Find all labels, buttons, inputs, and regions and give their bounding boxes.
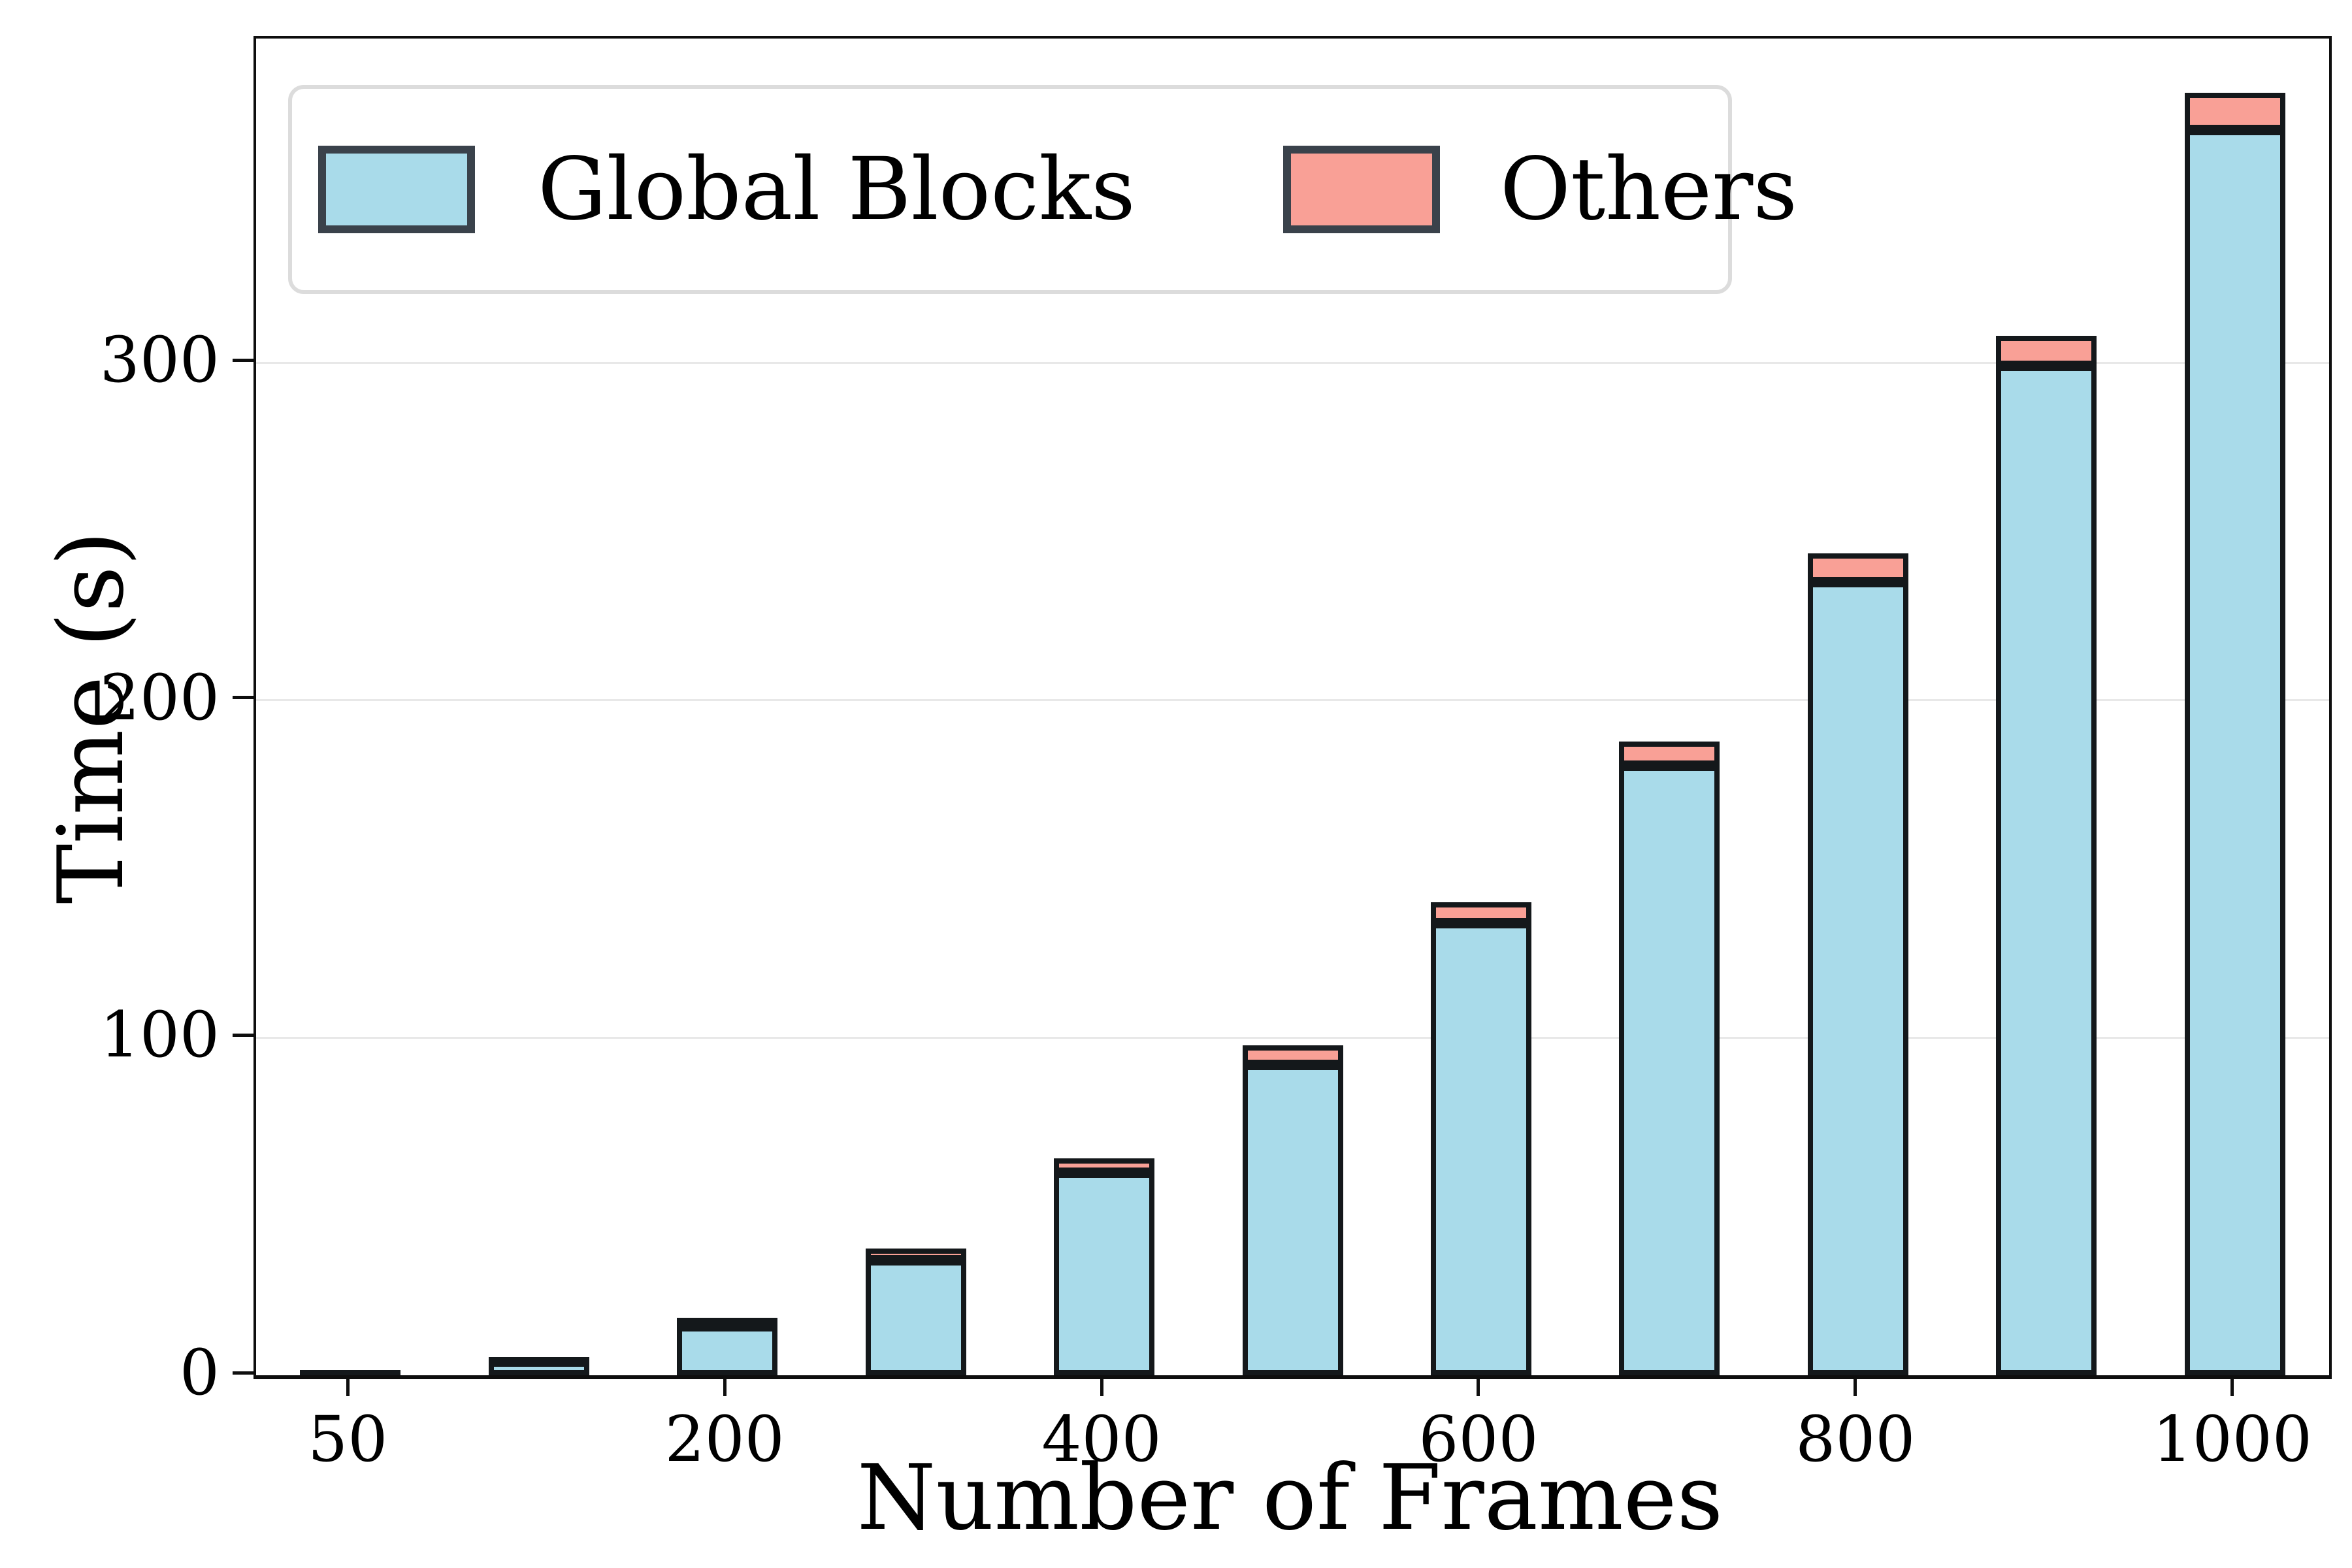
x-tick-label: 800 xyxy=(1795,1403,1916,1476)
x-tick-label: 600 xyxy=(1418,1403,1539,1476)
legend-swatch-global-blocks xyxy=(318,146,475,233)
x-tick-label: 200 xyxy=(664,1403,785,1476)
bar-segment-global-blocks xyxy=(1242,1064,1343,1375)
x-tick-mark xyxy=(2230,1377,2234,1396)
bar-segment-others xyxy=(1242,1045,1343,1065)
x-tick-label: 50 xyxy=(308,1403,388,1476)
bar-segment-global-blocks xyxy=(1430,923,1531,1375)
legend-swatch-others xyxy=(1282,146,1440,233)
legend-label-others: Others xyxy=(1499,139,1798,240)
x-tick-mark xyxy=(1100,1377,1103,1396)
bar-segment-others xyxy=(1054,1158,1155,1173)
bar-segment-others xyxy=(1619,742,1720,766)
y-tick-label: 200 xyxy=(99,661,220,734)
bar-segment-others xyxy=(1807,553,1908,582)
y-tick-mark xyxy=(233,1033,253,1037)
legend-label-global-blocks: Global Blocks xyxy=(538,139,1135,240)
bar-segment-global-blocks xyxy=(488,1362,589,1375)
bar-segment-others xyxy=(2184,92,2285,130)
bar-segment-global-blocks xyxy=(865,1260,966,1375)
bar-segment-others xyxy=(488,1356,589,1362)
y-tick-label: 300 xyxy=(99,323,220,397)
bar-segment-global-blocks xyxy=(677,1326,778,1375)
bar-segment-others xyxy=(865,1249,966,1261)
x-tick-mark xyxy=(1854,1377,1857,1396)
x-axis-title: Number of Frames xyxy=(857,1445,1723,1550)
y-tick-mark xyxy=(233,1371,253,1375)
y-tick-label: 100 xyxy=(99,998,220,1072)
x-tick-label: 400 xyxy=(1041,1403,1162,1476)
x-tick-mark xyxy=(1477,1377,1480,1396)
gridline xyxy=(256,1036,2329,1039)
bar-segment-others xyxy=(677,1318,778,1327)
y-tick-label: 0 xyxy=(179,1336,220,1409)
bar-segment-global-blocks xyxy=(1619,766,1720,1375)
bar-segment-global-blocks xyxy=(1054,1173,1155,1375)
y-tick-mark xyxy=(233,696,253,700)
bar-segment-global-blocks xyxy=(1996,366,2097,1375)
x-tick-mark xyxy=(723,1377,727,1396)
bar-segment-others xyxy=(300,1370,401,1372)
gridline xyxy=(256,361,2329,364)
x-tick-mark xyxy=(346,1377,350,1396)
bar-segment-others xyxy=(1430,902,1531,923)
x-tick-label: 1000 xyxy=(2152,1403,2312,1476)
y-tick-mark xyxy=(233,358,253,362)
bar-segment-global-blocks xyxy=(2184,129,2285,1375)
bar-segment-global-blocks xyxy=(1807,581,1908,1375)
bar-segment-global-blocks xyxy=(300,1371,401,1375)
legend: Global Blocks Others xyxy=(288,85,1797,294)
gridline xyxy=(256,699,2329,702)
bar-segment-others xyxy=(1996,335,2097,367)
